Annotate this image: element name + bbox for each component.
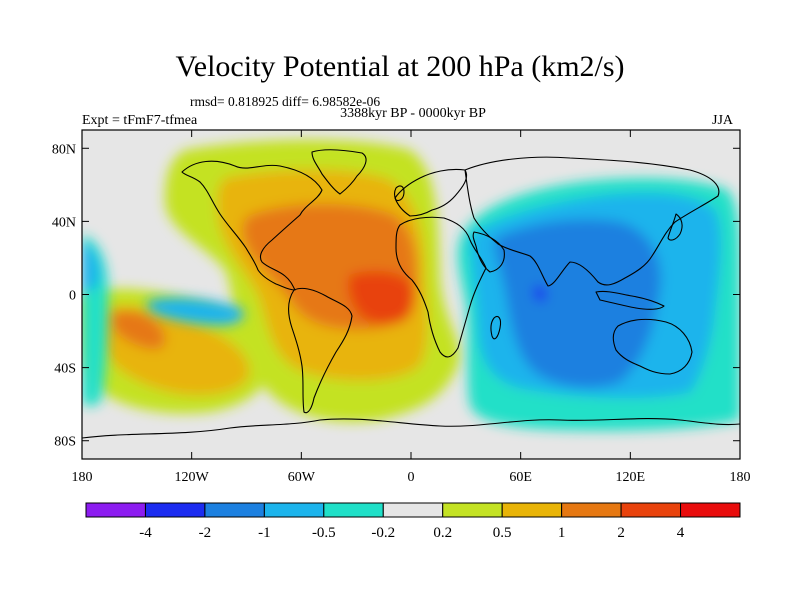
y-tick-label: 40N xyxy=(52,215,76,230)
axis-ticks: 180 120W 60W 0 60E 120E 180 80N 40N 0 40S 80S xyxy=(52,130,751,485)
colorbar-swatch xyxy=(85,502,146,518)
contour-negative-0.5-pacific xyxy=(146,297,244,325)
contour-negative-1 xyxy=(494,219,661,388)
x-tick-label: 60W xyxy=(288,470,316,485)
experiment-label: Expt = tFmF7-tfmea xyxy=(82,113,198,128)
coastline-south-america xyxy=(287,287,353,414)
colorbar-swatch xyxy=(382,502,444,518)
x-tick-label: 0 xyxy=(408,470,415,485)
coastline-antarctica xyxy=(82,418,740,439)
coastline-europe xyxy=(394,168,468,217)
colorbar-label: -4 xyxy=(139,525,152,541)
colorbar-swatch xyxy=(323,502,384,518)
contour-negative-0.5-west xyxy=(82,242,100,291)
y-tick-label: 80S xyxy=(54,435,76,450)
period-label: 3388kyr BP - 0000kyr BP xyxy=(340,106,486,121)
colorbar-label: 2 xyxy=(617,525,625,541)
colorbar-label: 0.2 xyxy=(433,525,452,541)
chart-title: Velocity Potential at 200 hPa (km2/s) xyxy=(175,50,625,83)
contour-negative-2 xyxy=(533,285,547,302)
x-tick-label: 120E xyxy=(616,470,646,485)
colorbar-label: -0.2 xyxy=(371,525,395,541)
colorbar-label: 4 xyxy=(677,525,685,541)
colorbar-swatch xyxy=(144,502,206,518)
x-tick-label: 180 xyxy=(730,470,751,485)
coastline-madagascar xyxy=(490,315,502,340)
rmsd-diff-stats: rmsd= 0.818925 diff= 6.98582e-06 xyxy=(190,94,381,109)
colorbar-label: 0.5 xyxy=(493,525,512,541)
colorbar-swatch xyxy=(263,502,325,518)
coastline-uk xyxy=(393,185,405,202)
y-tick-label: 0 xyxy=(69,289,76,304)
x-tick-label: 60E xyxy=(509,470,532,485)
coastline-africa xyxy=(395,216,487,358)
coastline-australia xyxy=(612,318,693,375)
colorbar-label: -1 xyxy=(258,525,271,541)
coastline-asia xyxy=(464,156,720,287)
coastline-japan xyxy=(667,213,683,241)
y-tick-label: 80N xyxy=(52,142,76,157)
season-label: JJA xyxy=(712,113,734,128)
colorbar-label: -2 xyxy=(199,525,212,541)
contour-positive-1-pacific xyxy=(111,310,166,350)
x-tick-label: 180 xyxy=(72,470,93,485)
colorbar-swatch xyxy=(561,502,622,518)
coastline-north-america xyxy=(181,160,323,291)
x-tick-label: 120W xyxy=(175,470,210,485)
coastline-arabia xyxy=(472,231,505,273)
coastline-greenland xyxy=(311,149,367,195)
colorbar-label: -0.5 xyxy=(312,525,336,541)
colorbar-label: 1 xyxy=(558,525,566,541)
colorbar-swatch xyxy=(620,502,682,518)
colorbar-swatch xyxy=(501,502,563,518)
contour-positive-2 xyxy=(348,270,415,325)
coastline-indonesia xyxy=(595,290,665,310)
colorbar: -4 -2 -1 -0.5 -0.2 0.2 0.5 1 2 4 xyxy=(85,502,741,541)
colorbar-swatch xyxy=(442,502,503,518)
y-tick-label: 40S xyxy=(54,362,76,377)
colorbar-swatch xyxy=(680,502,741,518)
colorbar-swatch xyxy=(204,502,265,518)
